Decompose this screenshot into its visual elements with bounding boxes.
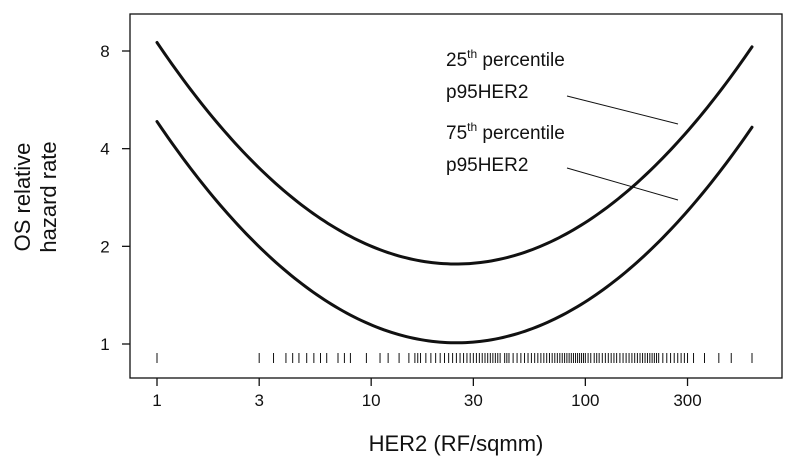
y-axis-title-line2: hazard rate [36, 141, 61, 252]
annotation-2-pointer [566, 167, 679, 201]
x-axis: 1 3 10 30 100 300 [152, 378, 702, 410]
y-tick-label: 1 [100, 335, 109, 354]
y-axis: 1 2 4 8 [100, 42, 130, 354]
y-axis-title-line1: OS relative [10, 143, 35, 252]
x-axis-title: HER2 (RF/sqmm) [369, 431, 544, 456]
y-tick-label: 8 [100, 42, 109, 61]
x-tick-label: 3 [254, 391, 263, 410]
series-group [155, 40, 754, 345]
x-tick-label: 300 [673, 391, 701, 410]
x-tick-label: 1 [152, 391, 161, 410]
y-tick-label: 4 [100, 140, 109, 159]
rug-marks [156, 353, 753, 363]
plot-frame [129, 13, 783, 379]
series-2-line [155, 120, 754, 345]
annotation-2-line1: 75th percentile [446, 120, 565, 144]
x-tick-label: 100 [571, 391, 599, 410]
annotation-1-line1: 25th percentile [446, 47, 565, 71]
x-tick-label: 10 [362, 391, 381, 410]
y-tick-label: 2 [100, 237, 109, 256]
annotations: 25th percentile p95HER2 75th percentile p95… [446, 47, 679, 201]
series-1-line [155, 40, 754, 266]
annotation-1-line2: p95HER2 [446, 82, 528, 103]
annotation-2-line2: p95HER2 [446, 155, 528, 176]
annotation-1-pointer [566, 95, 679, 125]
y-axis-title: OS relative hazard rate [10, 141, 61, 252]
x-tick-label: 30 [464, 391, 483, 410]
